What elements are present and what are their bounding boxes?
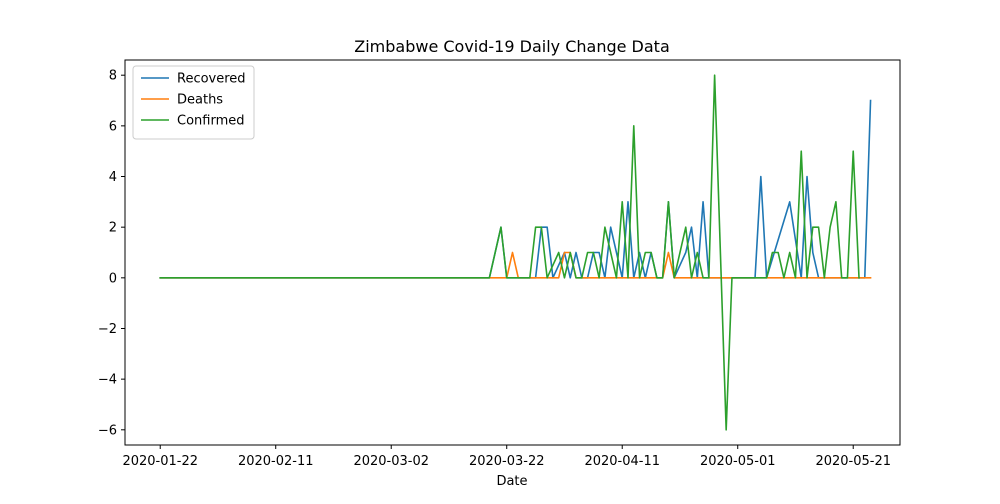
x-tick-label: 2020-05-01 xyxy=(700,454,776,469)
legend-label-deaths: Deaths xyxy=(177,93,223,108)
x-tick-label: 2020-03-22 xyxy=(469,454,545,469)
x-tick-label: 2020-03-02 xyxy=(353,454,429,469)
x-tick-label: 2020-05-21 xyxy=(815,454,891,469)
y-tick-label: −6 xyxy=(98,423,117,438)
legend-label-confirmed: Confirmed xyxy=(177,114,245,129)
legend-label-recovered: Recovered xyxy=(177,72,246,87)
y-tick-label: −2 xyxy=(98,322,117,337)
x-tick-label: 2020-01-22 xyxy=(122,454,198,469)
x-axis: 2020-01-22 2020-02-11 2020-03-02 2020-03-22… xyxy=(122,445,891,469)
chart-title: Zimbabwe Covid-19 Daily Change Data xyxy=(354,37,670,56)
y-axis: −6 −4 −2 0 2 4 6 8 xyxy=(98,69,125,438)
y-tick-label: 4 xyxy=(109,170,117,185)
y-tick-label: 0 xyxy=(109,271,117,286)
x-tick-label: 2020-02-11 xyxy=(238,454,314,469)
y-tick-label: 2 xyxy=(109,221,117,236)
legend: Recovered Deaths Confirmed xyxy=(132,65,255,140)
y-tick-label: 6 xyxy=(109,119,117,134)
x-axis-title: Date xyxy=(496,474,527,489)
plot-lines xyxy=(159,74,872,431)
y-tick-label: 8 xyxy=(109,69,117,84)
series-line-deaths xyxy=(159,251,872,279)
plot-frame xyxy=(124,59,901,446)
x-tick-label: 2020-04-11 xyxy=(584,454,660,469)
y-tick-label: −4 xyxy=(98,373,117,388)
series-line-confirmed xyxy=(159,74,860,431)
